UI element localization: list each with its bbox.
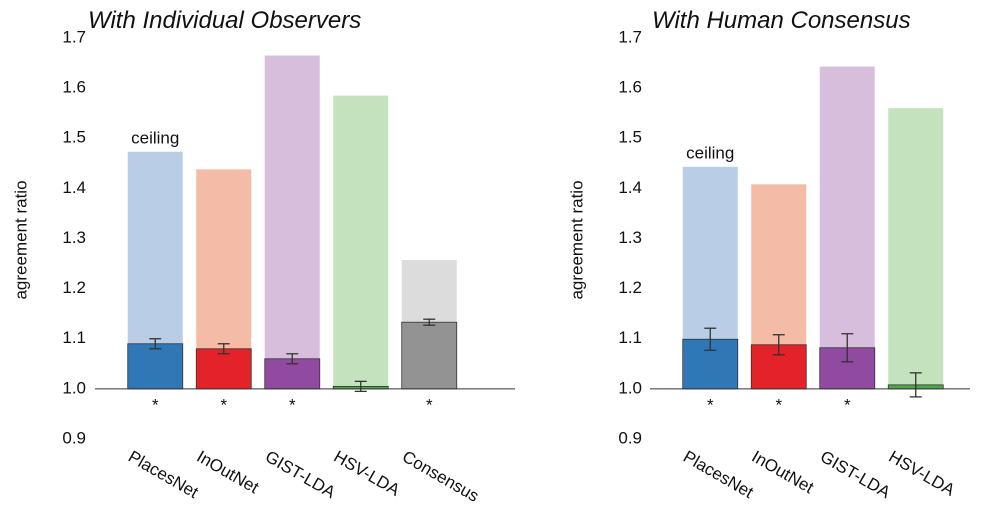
significance-marker: * [426, 395, 433, 414]
bar [195, 348, 252, 390]
significance-marker: * [707, 395, 714, 414]
x-tick-label: HSV-LDA [331, 447, 404, 500]
y-tick-label: 1.4 [618, 178, 642, 197]
significance-marker: * [289, 395, 296, 414]
x-tick-label: GIST-LDA [817, 447, 894, 503]
y-tick-label: 1.7 [62, 27, 86, 46]
y-tick-label: 1.6 [618, 78, 642, 97]
x-tick-label: PlacesNet [680, 447, 757, 502]
y-tick-label: 1.0 [618, 378, 642, 397]
y-tick-label: 0.9 [618, 428, 642, 447]
y-tick-label: 1.0 [62, 378, 86, 397]
chart-title: With Individual Observers [88, 7, 361, 34]
y-tick-label: 1.1 [62, 328, 86, 347]
annotation: ceiling [131, 128, 179, 147]
bar [127, 343, 184, 390]
ceiling-bar [888, 108, 944, 389]
ceiling-bar [264, 55, 320, 389]
x-tick-label: HSV-LDA [886, 447, 959, 500]
y-tick-label: 1.5 [62, 128, 86, 147]
y-axis-label: agreement ratio [567, 180, 586, 299]
y-tick-label: 1.3 [62, 228, 86, 247]
significance-marker: * [844, 395, 851, 414]
y-tick-label: 1.2 [618, 278, 642, 297]
chart-title: With Human Consensus [652, 7, 911, 34]
x-tick-label: PlacesNet [125, 447, 202, 502]
y-tick-label: 1.6 [62, 78, 86, 97]
y-tick-label: 1.2 [62, 278, 86, 297]
y-tick-label: 0.9 [62, 428, 86, 447]
x-tick-label: InOutNet [194, 447, 263, 498]
y-tick-label: 1.3 [618, 228, 642, 247]
ceiling-bar [333, 95, 389, 389]
annotation: ceiling [686, 143, 734, 162]
x-tick-label: GIST-LDA [262, 447, 339, 503]
y-tick-label: 1.7 [618, 27, 642, 46]
y-tick-label: 1.1 [618, 328, 642, 347]
y-tick-label: 1.4 [62, 178, 86, 197]
y-tick-label: 1.5 [618, 128, 642, 147]
x-tick-label: Consensus [399, 447, 482, 506]
x-tick-label: InOutNet [749, 447, 818, 498]
significance-marker: * [775, 395, 782, 414]
y-axis-label: agreement ratio [11, 180, 30, 299]
significance-marker: * [220, 395, 227, 414]
significance-marker: * [152, 395, 159, 414]
bar [401, 321, 458, 390]
